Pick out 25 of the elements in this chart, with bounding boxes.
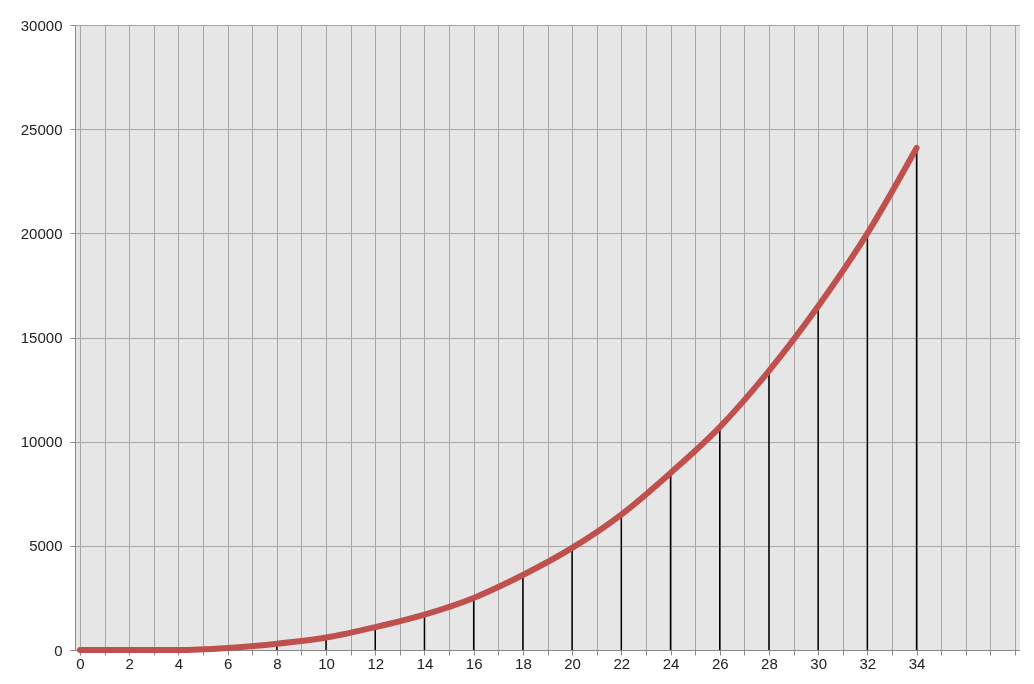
x-tick-label: 2	[125, 654, 134, 672]
y-tick-label: 30000	[20, 16, 63, 34]
y-tick-label: 15000	[20, 329, 63, 346]
x-tick-label: 22	[613, 654, 631, 672]
x-tick-label: 0	[76, 654, 85, 672]
y-tick-label: 10000	[20, 433, 63, 451]
x-tick-label: 6	[223, 654, 233, 672]
x-tick-label: 20	[564, 654, 581, 672]
y-tick-label: 5000	[29, 537, 63, 555]
x-tick-label: 10	[318, 654, 335, 672]
y-tick-label: 20000	[20, 224, 63, 242]
x-tick-label: 4	[174, 654, 184, 672]
x-tick-label: 8	[273, 654, 282, 672]
x-tick-label: 30	[810, 654, 827, 672]
x-tick-label: 32	[859, 654, 877, 672]
x-tick-label: 12	[367, 654, 385, 672]
x-tick-label: 14	[416, 654, 434, 672]
x-tick-label: 34	[908, 654, 926, 672]
x-tick-label: 28	[761, 654, 778, 672]
y-tick-label: 0	[54, 641, 63, 659]
y-tick-label: 25000	[20, 120, 63, 138]
x-tick-label: 26	[711, 654, 729, 672]
x-tick-label: 18	[515, 654, 532, 672]
x-tick-label: 24	[662, 654, 680, 672]
x-tick-label: 16	[465, 654, 483, 672]
